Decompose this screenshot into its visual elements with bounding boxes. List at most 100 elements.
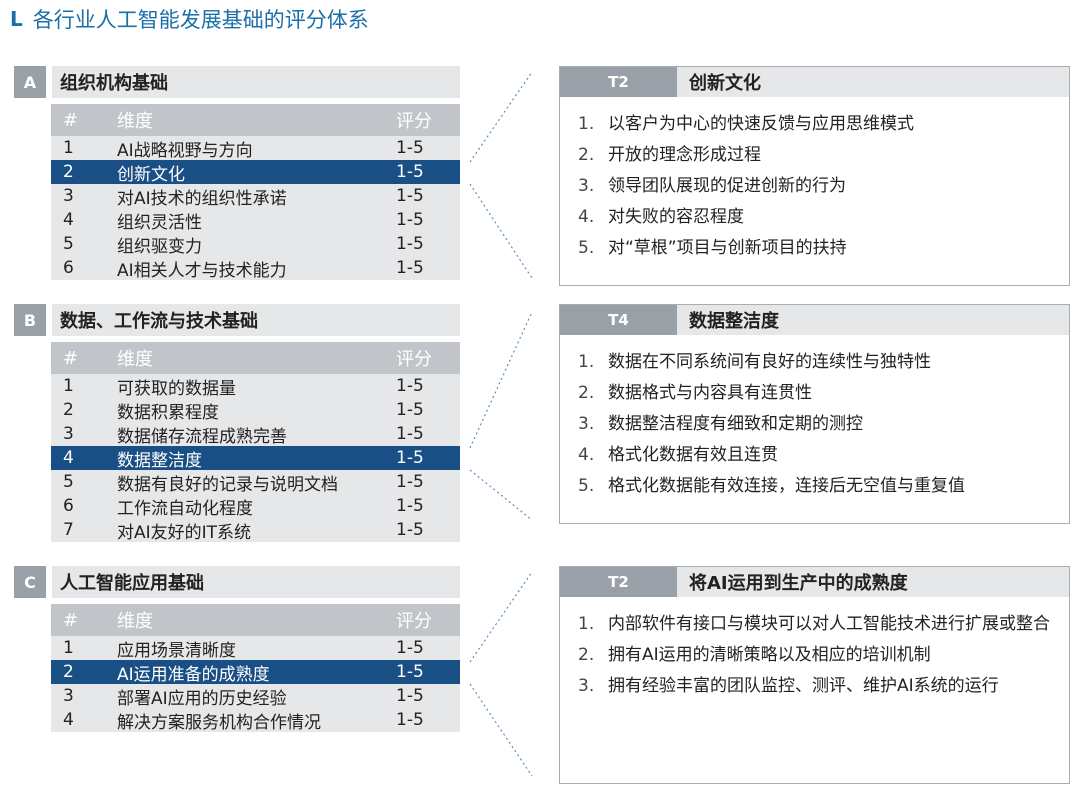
card-header: T4 数据整洁度 (560, 305, 1069, 335)
list-item: 4. 对失败的容忍程度 (578, 202, 1059, 233)
list-item: 3. 拥有经验丰富的团队监控、测评、维护AI系统的运行 (578, 671, 1059, 702)
card-title: 数据整洁度 (689, 311, 779, 332)
section-a: A 组织机构基础 # 维度 评分 1 AI战略视野与方向 1-5 2 创新文化 … (14, 66, 460, 281)
header-num: # (63, 609, 79, 631)
card-tag: T4 (560, 305, 677, 335)
row-dimension: 解决方案服务机构合作情况 (117, 712, 321, 733)
item-text: 格式化数据有效且连贯 (608, 445, 778, 465)
card-list: 1. 内部软件有接口与模块可以对人工智能技术进行扩展或整合 2. 拥有AI运用的清晰… (560, 597, 1069, 702)
header-score: 评分 (396, 111, 432, 132)
item-number: 2. (578, 645, 595, 665)
header-dimension: 维度 (117, 111, 153, 132)
section-b: B 数据、工作流与技术基础 # 维度 评分 1 可获取的数据量 1-5 2 数据… (14, 304, 460, 543)
section-title: 组织机构基础 (52, 66, 460, 98)
table-row: 1 应用场景清晰度 1-5 (51, 636, 460, 661)
row-dimension: AI相关人才与技术能力 (117, 260, 287, 281)
row-num: 1 (63, 376, 74, 396)
row-num: 7 (63, 520, 74, 540)
detail-card-innovation: T2 创新文化 1. 以客户为中心的快速反馈与应用思维模式 2. 开放的理念形成过程… (559, 66, 1070, 286)
table-row: 7 对AI友好的IT系统 1-5 (51, 518, 460, 543)
table-header: # 维度 评分 (51, 604, 460, 636)
connector-a-bottom (469, 183, 533, 279)
row-num: 5 (63, 234, 74, 254)
table-row: 4 解决方案服务机构合作情况 1-5 (51, 708, 460, 733)
card-tag: T2 (560, 67, 677, 97)
item-number: 1. (578, 614, 595, 634)
section-c: C 人工智能应用基础 # 维度 评分 1 应用场景清晰度 1-5 2 AI运用准… (14, 566, 460, 733)
header-num: # (63, 109, 79, 131)
section-header: C 人工智能应用基础 (14, 566, 460, 598)
page-title-text: 各行业人工智能发展基础的评分体系 (32, 8, 369, 32)
row-score: 1-5 (396, 210, 424, 230)
item-number: 3. (578, 176, 595, 196)
row-num: 4 (63, 710, 74, 730)
row-num: 3 (63, 686, 74, 706)
item-number: 2. (578, 383, 595, 403)
item-text: 对“草根”项目与创新项目的扶持 (608, 238, 847, 258)
item-number: 4. (578, 207, 595, 227)
header-dimension: 维度 (117, 349, 153, 370)
item-number: 3. (578, 676, 595, 696)
row-score: 1-5 (396, 138, 424, 158)
table-row: 3 对AI技术的组织性承诺 1-5 (51, 184, 460, 209)
list-item: 3. 数据整洁程度有细致和定期的测控 (578, 409, 1059, 440)
item-number: 1. (578, 114, 595, 134)
card-list: 1. 数据在不同系统间有良好的连续性与独特性 2. 数据格式与内容具有连贯性 3. 数… (560, 335, 1069, 502)
section-letter: A (14, 66, 46, 98)
connector-b-top (469, 311, 533, 449)
connector-a-top (469, 71, 533, 163)
row-num: 4 (63, 210, 74, 230)
item-number: 5. (578, 238, 595, 258)
row-score: 1-5 (396, 234, 424, 254)
row-num: 3 (63, 186, 74, 206)
item-number: 2. (578, 145, 595, 165)
connector-c-top (469, 571, 533, 663)
row-dimension: 对AI友好的IT系统 (117, 522, 252, 543)
row-score: 1-5 (396, 496, 424, 516)
item-text: 数据格式与内容具有连贯性 (608, 383, 812, 403)
table-row-highlighted: 2 AI运用准备的成熟度 1-5 (51, 660, 460, 685)
section-header: A 组织机构基础 (14, 66, 460, 98)
row-num: 1 (63, 138, 74, 158)
row-num: 4 (63, 448, 74, 468)
item-number: 4. (578, 445, 595, 465)
table-row: 1 AI战略视野与方向 1-5 (51, 136, 460, 161)
list-item: 1. 数据在不同系统间有良好的连续性与独特性 (578, 347, 1059, 378)
row-dimension: 数据整洁度 (117, 450, 202, 471)
row-dimension: 数据储存流程成熟完善 (117, 426, 287, 447)
row-num: 5 (63, 472, 74, 492)
table-row-highlighted: 2 创新文化 1-5 (51, 160, 460, 185)
list-item: 1. 以客户为中心的快速反馈与应用思维模式 (578, 109, 1059, 140)
row-score: 1-5 (396, 662, 424, 682)
detail-card-ai-maturity: T2 将AI运用到生产中的成熟度 1. 内部软件有接口与模块可以对人工智能技术进行… (559, 566, 1070, 784)
row-dimension: 组织灵活性 (117, 212, 202, 233)
list-item: 2. 数据格式与内容具有连贯性 (578, 378, 1059, 409)
row-dimension: 组织驱变力 (117, 236, 202, 257)
row-num: 2 (63, 162, 74, 182)
header-dimension: 维度 (117, 611, 153, 632)
row-dimension: 对AI技术的组织性承诺 (117, 188, 287, 209)
row-dimension: AI运用准备的成熟度 (117, 664, 270, 685)
row-num: 6 (63, 496, 74, 516)
dimension-table: # 维度 评分 1 可获取的数据量 1-5 2 数据积累程度 1-5 3 数据储… (51, 342, 460, 543)
table-row: 6 工作流自动化程度 1-5 (51, 494, 460, 519)
connector-b-bottom (469, 469, 533, 521)
card-title: 创新文化 (689, 73, 761, 94)
row-num: 6 (63, 258, 74, 278)
title-mark: L (10, 7, 23, 31)
list-item: 1. 内部软件有接口与模块可以对人工智能技术进行扩展或整合 (578, 609, 1059, 640)
list-item: 3. 领导团队展现的促进创新的行为 (578, 171, 1059, 202)
item-number: 3. (578, 414, 595, 434)
page-title: L 各行业人工智能发展基础的评分体系 (10, 4, 369, 34)
row-dimension: 数据有良好的记录与说明文档 (117, 474, 338, 495)
table-row-highlighted: 4 数据整洁度 1-5 (51, 446, 460, 471)
card-title: 将AI运用到生产中的成熟度 (689, 573, 908, 594)
item-number: 1. (578, 352, 595, 372)
section-letter: C (14, 566, 46, 598)
row-score: 1-5 (396, 258, 424, 278)
row-score: 1-5 (396, 472, 424, 492)
table-row: 5 组织驱变力 1-5 (51, 232, 460, 257)
item-number: 5. (578, 476, 595, 496)
dimension-table: # 维度 评分 1 AI战略视野与方向 1-5 2 创新文化 1-5 3 对AI… (51, 104, 460, 281)
